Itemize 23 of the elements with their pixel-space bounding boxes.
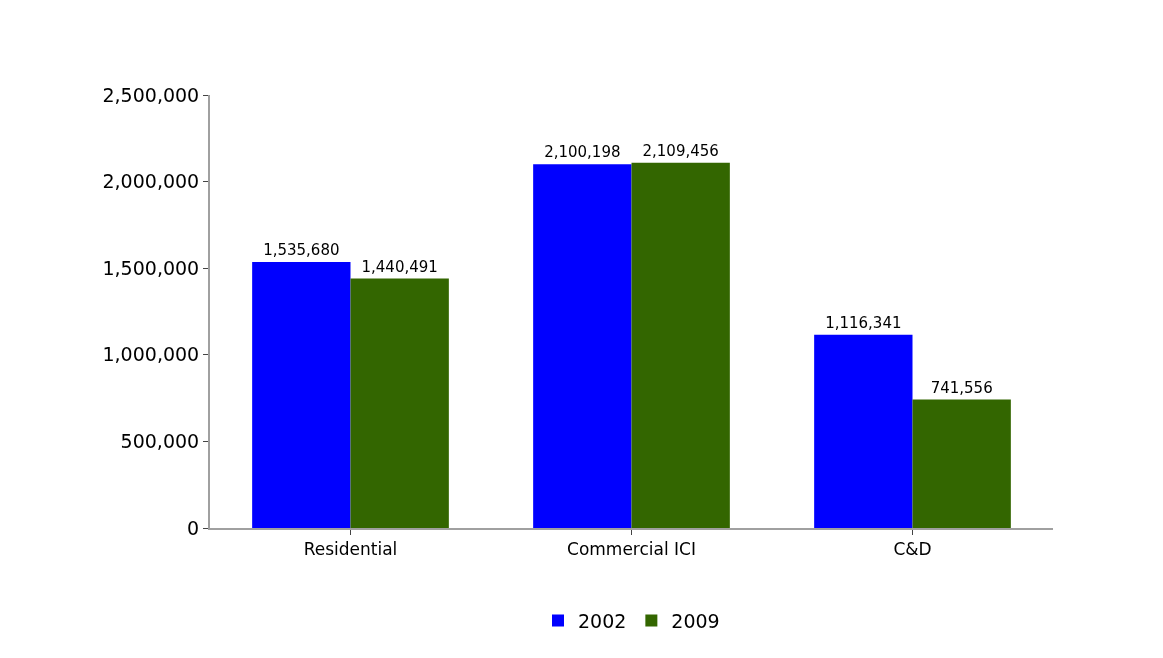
- bar: [252, 262, 351, 528]
- bar: [631, 162, 730, 528]
- y-tick-label: 1,500,000: [102, 256, 200, 279]
- bar: [533, 164, 632, 528]
- x-tick-label: C&D: [893, 539, 932, 560]
- x-tick-label: Residential: [303, 539, 398, 560]
- data-label: 2,100,198: [544, 143, 621, 162]
- data-label: 1,535,680: [263, 241, 340, 260]
- bar: [912, 399, 1011, 528]
- legend-label: 2009: [671, 609, 720, 632]
- data-label: 1,440,491: [361, 257, 438, 276]
- bar: [350, 278, 449, 528]
- y-tick-label: 0: [187, 516, 200, 539]
- y-tick-label: 2,500,000: [102, 83, 200, 106]
- y-tick-label: 500,000: [120, 430, 200, 453]
- data-label: 1,116,341: [825, 313, 902, 332]
- data-label: 2,109,456: [642, 141, 719, 160]
- data-label: 741,556: [930, 378, 993, 397]
- x-tick-label: Commercial ICI: [567, 539, 696, 560]
- legend-label: 2002: [578, 609, 627, 632]
- bar: [814, 334, 913, 528]
- y-tick-label: 2,000,000: [102, 170, 200, 193]
- y-tick-label: 1,000,000: [102, 343, 200, 366]
